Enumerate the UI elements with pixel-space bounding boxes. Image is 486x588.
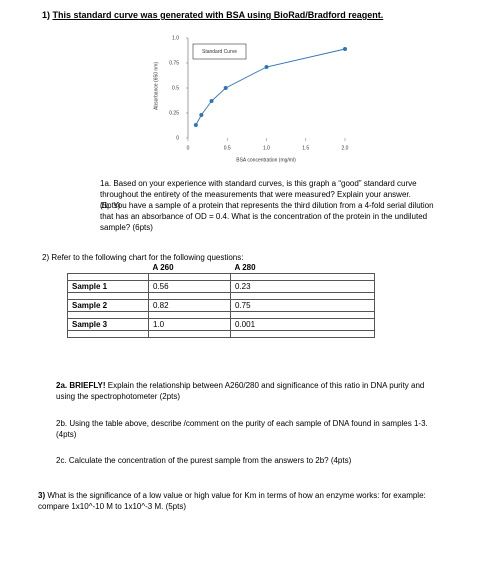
table-cell: 0.001 (230, 318, 375, 331)
legend-entry: Standard Curve (202, 49, 237, 55)
question-label: 2a. BRIEFLY! (56, 381, 106, 390)
table-row: Sample 2 0.82 0.75 (67, 299, 375, 312)
table-cell: 0.56 (148, 280, 231, 293)
data-point (199, 113, 204, 117)
y-axis-label: Absorbance (650 nm) (153, 62, 159, 110)
x-axis-label: BSA concentration (mg/ml) (236, 157, 296, 163)
x-tick-label: 0 (187, 145, 190, 151)
question-number: 2) (42, 253, 50, 262)
chart: Absorbance (650 nm) BSA concentration (m… (153, 35, 349, 163)
table-corner (68, 262, 149, 274)
x-tick-label: 0.5 (224, 145, 231, 151)
question-text: Refer to the following chart for the fol… (51, 253, 244, 262)
question-number: 3) (38, 491, 46, 500)
question-number: 1) (42, 10, 51, 20)
question-text: Explain the relationship between A260/28… (56, 381, 425, 401)
question-text: This standard curve was generated with B… (52, 10, 384, 20)
table-spacer (67, 311, 375, 319)
y-tick-label: 0 (176, 135, 179, 141)
table-cell: 0.23 (230, 280, 375, 293)
question-2c: 2c. Calculate the concentration of the p… (56, 456, 352, 465)
series-line (195, 48, 346, 126)
y-tick-label: 0.5 (172, 85, 179, 91)
y-tick-label: 0.75 (169, 60, 179, 66)
question-2: 2) Refer to the following chart for the … (42, 252, 243, 263)
table-row: Sample 3 1.0 0.001 (67, 318, 375, 331)
question-1: 1) This standard curve was generated wit… (42, 10, 383, 21)
table-header-cell: A 260 (152, 263, 174, 272)
question-3: 3) What is the significance of a low val… (38, 490, 458, 512)
table-cell: Sample 1 (67, 280, 149, 293)
x-tick-label: 2.0 (342, 145, 349, 151)
data-point (223, 86, 228, 90)
table-cell: Sample 3 (67, 318, 149, 331)
data-point (264, 65, 269, 69)
data-table: A 260 A 280 Sample 1 0.56 0.23 Sample 2 0.8… (67, 262, 375, 338)
y-tick-label: 0.25 (169, 110, 179, 116)
question-1a: 1a. Based on your experience with standa… (100, 179, 417, 210)
table-cell: 1.0 (148, 318, 231, 331)
x-tick-label: 1.5 (302, 145, 309, 151)
table-header: A 260 A 280 (68, 262, 375, 274)
table-cell: 0.75 (230, 299, 375, 312)
data-point (193, 123, 198, 127)
table-row: Sample 1 0.56 0.23 (67, 280, 375, 293)
y-tick-label: 1.0 (172, 35, 179, 41)
data-point (209, 99, 214, 103)
data-point (343, 47, 347, 51)
table-cell: 0.82 (148, 299, 231, 312)
table-header-cell: A 280 (234, 263, 256, 272)
question-1b: 1b. You have a sample of a protein that … (100, 201, 434, 232)
table-spacer (67, 292, 375, 300)
question-text: What is the significance of a low value … (38, 491, 426, 511)
table-spacer (67, 273, 375, 281)
x-tick-label: 1.0 (263, 145, 270, 151)
legend-box (192, 43, 247, 60)
question-2b: 2b. Using the table above, describe /com… (56, 419, 428, 439)
question-2a: 2a. BRIEFLY! Explain the relationship be… (56, 380, 436, 402)
table-cell: Sample 2 (67, 299, 149, 312)
table-spacer (67, 330, 375, 338)
